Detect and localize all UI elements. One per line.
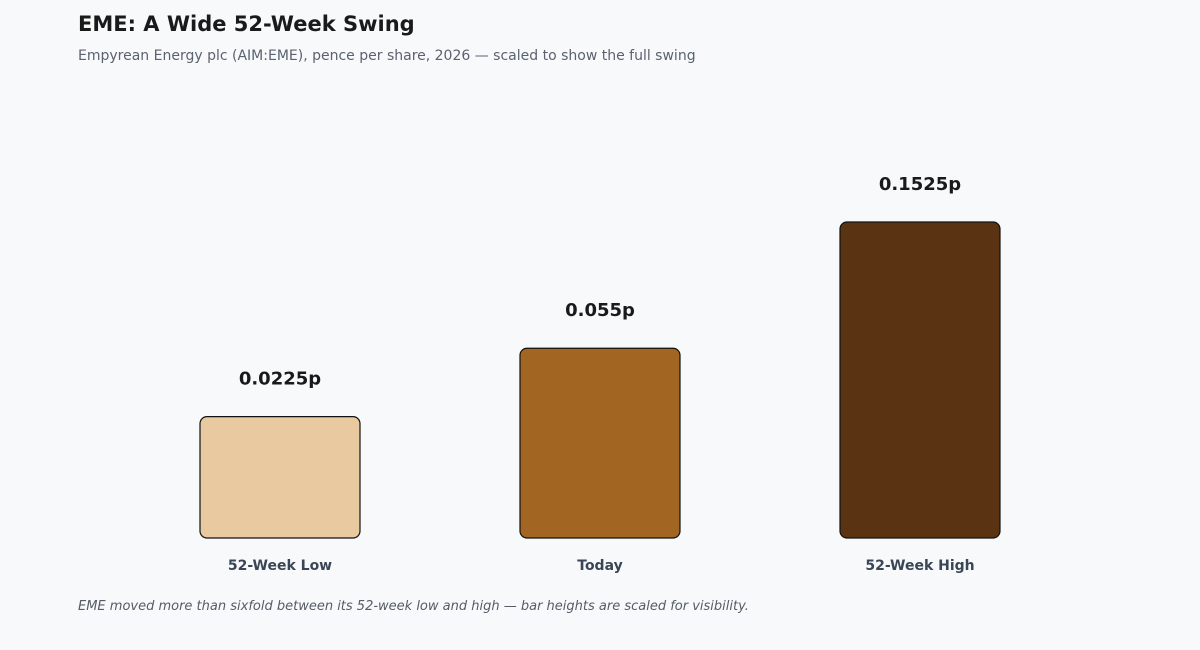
bar-value-label-0: 0.0225p	[239, 369, 321, 390]
category-label-1: Today	[577, 558, 622, 574]
bar-value-label-1: 0.055p	[565, 300, 635, 321]
category-label-0: 52-Week Low	[228, 558, 332, 574]
bar-2	[839, 221, 1001, 539]
chart-footnote: EME moved more than sixfold between its …	[78, 599, 749, 614]
bar-0	[199, 416, 361, 539]
bar-value-label-2: 0.1525p	[879, 174, 961, 195]
bar-1	[519, 347, 681, 539]
chart-title: EME: A Wide 52-Week Swing	[78, 12, 415, 36]
chart-subtitle: Empyrean Energy plc (AIM:EME), pence per…	[78, 48, 696, 64]
category-label-2: 52-Week High	[865, 558, 974, 574]
